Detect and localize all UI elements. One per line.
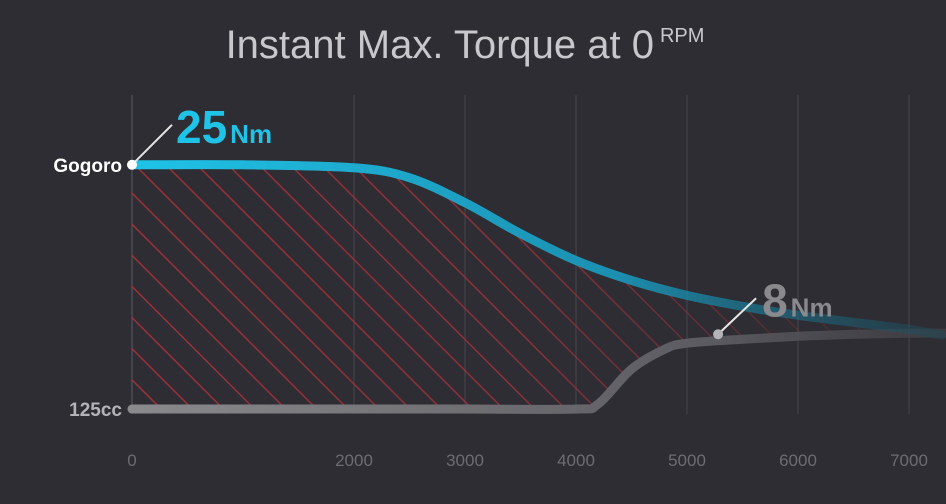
series-line: [127, 328, 946, 414]
annotation-unit: Nm: [791, 292, 833, 322]
x-tick-label: 3000: [446, 451, 484, 470]
annotation-dot: [127, 159, 137, 170]
title-superscript: RPM: [660, 25, 704, 47]
hatch-area: [132, 164, 946, 410]
x-tick-label: 0: [127, 451, 136, 470]
x-tick-label: 2000: [335, 451, 373, 470]
x-tick-label: 5000: [668, 451, 706, 470]
annotation-value: 25: [176, 101, 227, 153]
annotation-leader: [717, 297, 757, 335]
annotation: 8 Nm: [762, 274, 833, 326]
annotation-value: 8: [762, 274, 788, 326]
chart-title: Instant Max. Torque at 0 RPM: [226, 23, 705, 67]
x-tick-label: 7000: [890, 451, 928, 470]
annotation-leader: [131, 124, 173, 166]
title-text: Instant Max. Torque at 0: [226, 23, 654, 67]
series-line: [127, 160, 946, 340]
annotation-dot: [713, 329, 724, 340]
series-label: 125cc: [69, 400, 122, 421]
series-label: Gogoro: [53, 156, 122, 177]
x-tick-label: 4000: [557, 451, 595, 470]
annotation: 25 Nm: [176, 101, 272, 153]
annotation-unit: Nm: [230, 119, 272, 149]
x-tick-label: 6000: [779, 451, 817, 470]
